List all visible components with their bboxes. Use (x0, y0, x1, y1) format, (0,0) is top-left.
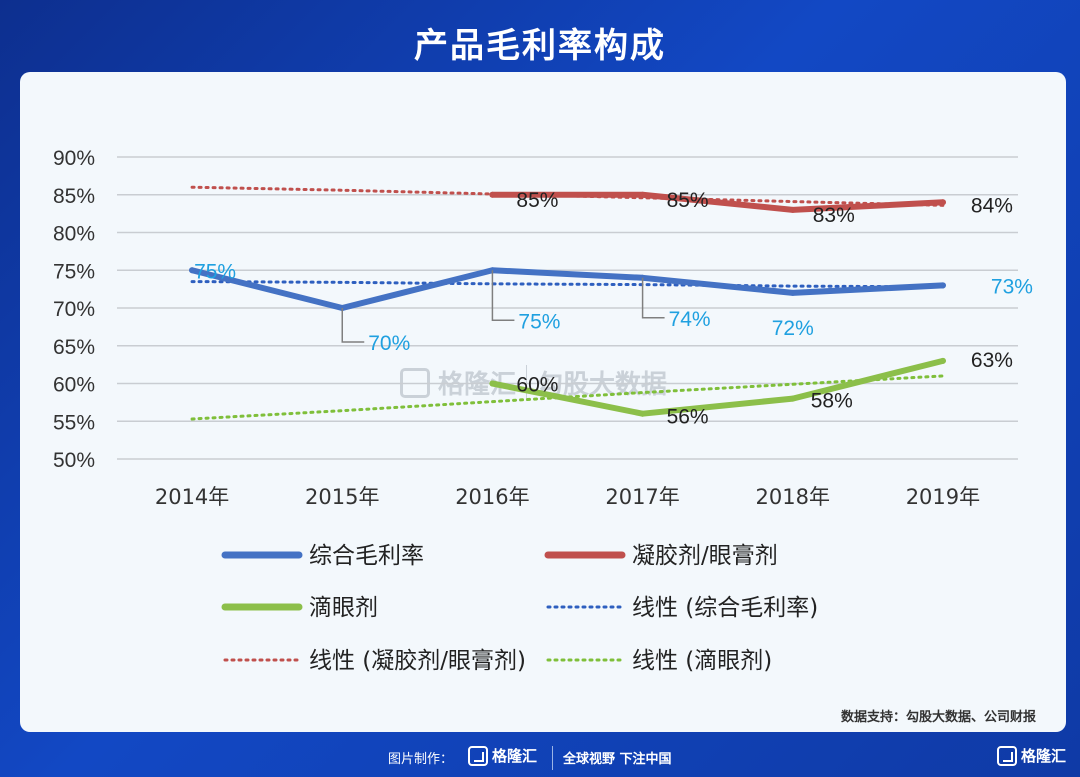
y-tick-label: 75% (53, 260, 95, 283)
data-point (189, 267, 196, 274)
label-leader-line (641, 277, 665, 319)
y-tick-label: 70% (53, 298, 95, 321)
data-label: 75% (518, 310, 560, 333)
x-tick-label: 2018年 (756, 485, 830, 509)
footer: 图片制作： 格隆汇 全球视野 下注中国 格隆汇 (0, 740, 1080, 777)
data-point (939, 282, 946, 289)
y-tick-label: 50% (53, 449, 95, 472)
legend-label: 滴眼剂 (309, 595, 378, 621)
data-point (939, 199, 946, 206)
watermark-logo-icon (400, 367, 430, 398)
data-point (489, 380, 496, 387)
data-label: 58% (811, 390, 853, 413)
series-line (489, 357, 946, 417)
legend-label: 凝胶剂/眼膏剂 (632, 543, 778, 569)
x-tick-label: 2016年 (455, 485, 529, 509)
x-tick-label: 2014年 (155, 485, 229, 509)
data-label: 73% (991, 275, 1033, 298)
data-label: 70% (368, 332, 410, 355)
x-tick-label: 2015年 (305, 485, 379, 509)
label-leader-line (491, 270, 515, 321)
legend-label: 综合毛利率 (309, 543, 424, 569)
data-point (789, 206, 796, 213)
legend-label: 线性 (滴眼剂) (632, 648, 772, 674)
data-label: 84% (971, 194, 1013, 217)
data-point (639, 191, 646, 198)
data-point (939, 357, 946, 364)
footer-slogan: 全球视野 下注中国 (563, 752, 672, 767)
data-label: 60% (516, 374, 558, 397)
corner-logo-icon (996, 745, 1017, 766)
data-label: 83% (813, 204, 855, 227)
chart-card: 格隆汇 勾股大数据 50% 55% 60% 65% 70% 75% 80% 85% 90% 201… (20, 72, 1066, 732)
x-tick-label: 2019年 (906, 485, 980, 509)
footer-divider (552, 746, 553, 770)
corner-logo-text: 格隆汇 (1020, 747, 1066, 765)
data-label: 75% (194, 260, 236, 283)
y-tick-label: 60% (53, 374, 95, 397)
data-point (489, 191, 496, 198)
data-source: 数据支持：勾股大数据、公司财报 (840, 710, 1036, 725)
legend-label: 线性 (综合毛利率) (632, 595, 818, 621)
data-point (789, 395, 796, 402)
data-label: 74% (669, 308, 711, 331)
data-label: 56% (667, 406, 709, 429)
trendline (190, 280, 945, 289)
watermark-divider (526, 364, 528, 401)
data-label: 72% (772, 317, 814, 340)
footer-logo: 格隆汇 (468, 745, 537, 766)
data-label: 63% (971, 349, 1013, 372)
series-line (489, 191, 946, 213)
gelonghui-logo-icon (468, 745, 488, 766)
footer-label: 图片制作： (388, 752, 454, 767)
data-label: 85% (667, 189, 709, 212)
corner-logo: 格隆汇 (996, 745, 1066, 766)
label-leader-line (341, 308, 365, 343)
y-tick-label: 65% (53, 336, 95, 359)
data-point (639, 274, 646, 281)
y-tick-label: 85% (53, 185, 95, 208)
chart-title: 产品毛利率构成 (414, 26, 666, 66)
y-tick-label: 80% (53, 223, 95, 246)
trendline (190, 374, 945, 421)
data-point (639, 410, 646, 417)
data-label: 85% (516, 189, 558, 212)
y-tick-label: 90% (53, 147, 95, 170)
trendline (190, 185, 945, 207)
x-tick-label: 2017年 (605, 485, 679, 509)
legend-label: 线性 (凝胶剂/眼膏剂) (309, 648, 526, 674)
series-line (189, 267, 946, 311)
footer-logo-text: 格隆汇 (492, 747, 538, 765)
y-tick-label: 55% (53, 411, 95, 434)
data-point (789, 289, 796, 296)
line-chart: 50% 55% 60% 65% 70% 75% 80% 85% 90% 2014年 2015年 201… (53, 147, 1033, 674)
